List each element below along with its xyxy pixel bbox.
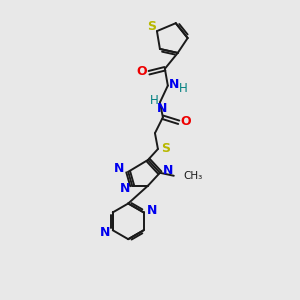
- Text: S: S: [161, 142, 170, 154]
- Text: CH₃: CH₃: [184, 171, 203, 181]
- Text: N: N: [146, 204, 157, 217]
- Text: S: S: [148, 20, 157, 33]
- Text: H: H: [179, 82, 188, 95]
- Text: N: N: [114, 162, 124, 175]
- Text: N: N: [157, 102, 167, 115]
- Text: N: N: [169, 78, 179, 91]
- Text: O: O: [137, 65, 147, 78]
- Text: N: N: [120, 182, 130, 195]
- Text: N: N: [100, 226, 110, 239]
- Text: O: O: [180, 115, 191, 128]
- Text: N: N: [163, 164, 173, 177]
- Text: H: H: [150, 94, 158, 107]
